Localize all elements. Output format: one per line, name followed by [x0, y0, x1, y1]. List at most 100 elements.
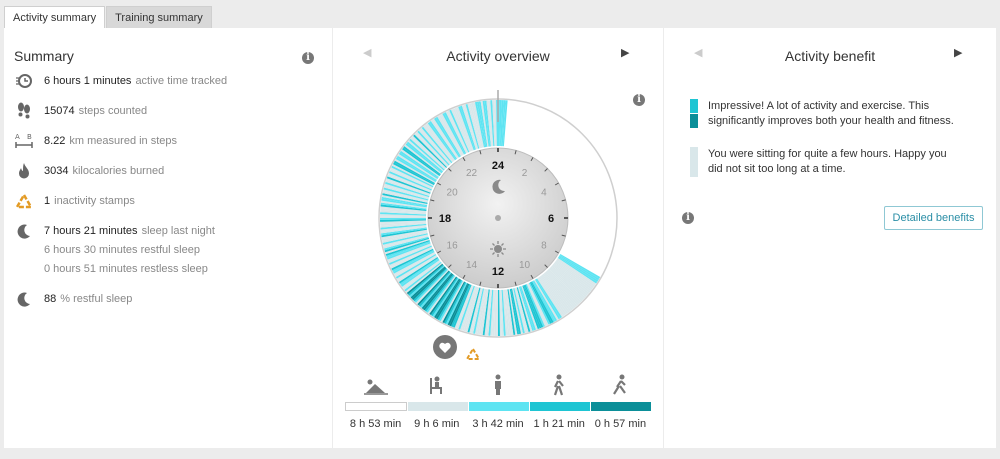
moon-icon [14, 222, 34, 240]
swatch-very-active [690, 114, 698, 128]
clock-tick [554, 182, 559, 186]
heart-marker-icon[interactable] [433, 335, 457, 359]
tab-bar: Activity summary Training summary [4, 6, 213, 28]
hour-label: 8 [541, 241, 547, 252]
activity-segment [442, 113, 466, 155]
restful-sleep-value: 6 hours 30 minutes [44, 244, 138, 256]
hour-label: 14 [466, 260, 478, 271]
activity-segment [534, 279, 559, 321]
activity-segment [463, 286, 479, 332]
activity-segment [510, 288, 522, 335]
summary-title: Summary [14, 48, 74, 64]
activity-segment [421, 272, 453, 310]
activity-segment [380, 212, 427, 216]
activity-segment [515, 287, 529, 333]
activity-segment [380, 214, 427, 217]
activity-segment [388, 245, 432, 265]
activity-segment [557, 257, 598, 284]
activity-segment [385, 238, 430, 255]
overview-title: Activity overview [446, 48, 550, 64]
summary-row-sleep: 7 hours 21 minutes sleep last night [14, 222, 215, 240]
activity-segment [394, 159, 436, 184]
activity-segment [471, 102, 483, 148]
activity-segment [382, 232, 428, 243]
info-icon[interactable]: i [682, 212, 694, 224]
activity-segment [544, 272, 576, 308]
activity-segment [403, 146, 441, 176]
info-icon[interactable]: i [633, 94, 645, 106]
activity-segment [490, 100, 495, 147]
posture-icons [345, 374, 651, 396]
clock-tick [430, 199, 435, 202]
activity-segment [409, 138, 445, 171]
inactivity-value: 1 [44, 195, 51, 207]
activity-segment [469, 287, 482, 333]
bar-segment-sitting [408, 402, 468, 411]
next-arrow-icon[interactable]: ▶ [621, 47, 630, 59]
activity-segment [380, 208, 427, 214]
activity-segment [383, 187, 429, 201]
activity-segment [444, 112, 467, 154]
activity-segment [494, 100, 497, 147]
activity-segment [380, 206, 427, 213]
activity-segment [526, 283, 547, 327]
activity-segment [429, 276, 458, 316]
hour-label: 6 [548, 213, 554, 225]
activity-segment [393, 250, 435, 274]
activity-segment [380, 226, 427, 234]
walking-icon [529, 374, 590, 396]
hour-label: 2 [522, 168, 528, 179]
activity-segment [427, 275, 457, 314]
activity-segment [478, 101, 488, 147]
activity-segment [386, 176, 431, 194]
prev-arrow-icon[interactable]: ◀ [363, 47, 372, 59]
activity-segment [484, 100, 491, 147]
activity-segment [447, 110, 469, 153]
clock-tick [561, 199, 566, 202]
clock-tick [544, 264, 548, 268]
hour-label: 10 [519, 260, 531, 271]
activity-benefit-panel: ◀ Activity benefit ▶ Impressive! A lot o… [664, 28, 996, 448]
benefit-message-activity: Impressive! A lot of activity and exerci… [690, 99, 954, 129]
clock-tick [530, 274, 534, 279]
clock-tick [514, 281, 517, 286]
activity-segment [392, 164, 434, 187]
activity-segment [410, 137, 446, 170]
detailed-benefits-button[interactable]: Detailed benefits [884, 206, 983, 230]
activity-segment [415, 269, 449, 305]
benefit-message-1-line-2: significantly improves both your health … [708, 115, 954, 127]
activity-segment [555, 259, 594, 289]
activity-segment [503, 289, 510, 336]
activity-segment [423, 125, 454, 163]
activity-segment [535, 279, 561, 320]
activity-segment [417, 130, 450, 166]
lying-icon [345, 374, 406, 396]
next-arrow-icon[interactable]: ▶ [954, 47, 963, 59]
activity-segment [507, 289, 516, 335]
clock-tick [561, 234, 566, 237]
activity-segment [473, 288, 484, 334]
running-icon [590, 374, 651, 396]
activity-segment [390, 167, 433, 189]
tab-activity-summary[interactable]: Activity summary [4, 6, 106, 28]
summary-panel: Summary i 6 hours 1 minutes active time … [4, 28, 332, 448]
activity-segment [465, 104, 480, 149]
hour-label: 24 [492, 160, 505, 172]
activity-segment [552, 264, 588, 296]
activity-segment [502, 100, 508, 147]
activity-segment [506, 289, 514, 336]
tab-training-summary[interactable]: Training summary [106, 6, 212, 28]
restful-percent-value: 88 [44, 293, 57, 305]
clock-tick [430, 234, 435, 237]
activity-segment [488, 100, 494, 147]
activity-segment [384, 185, 429, 200]
activity-segment [437, 279, 462, 321]
prev-arrow-icon[interactable]: ◀ [694, 47, 703, 59]
steps-value: 15074 [44, 105, 75, 117]
activity-segment [388, 244, 432, 264]
inactivity-stamp-icon [14, 192, 34, 210]
info-icon[interactable]: i [302, 52, 314, 64]
